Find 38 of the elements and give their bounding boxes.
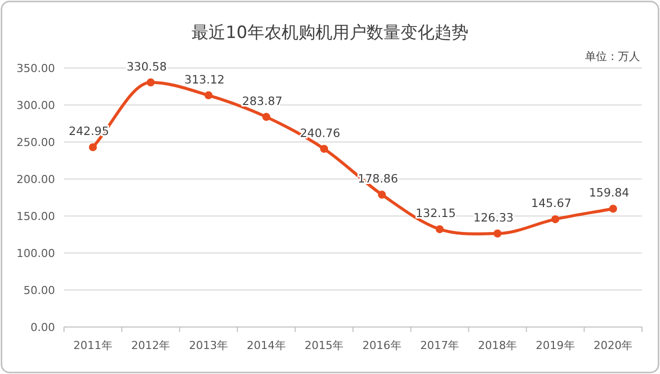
point xyxy=(204,91,212,100)
point xyxy=(320,144,328,153)
chart-title: 最近10年农机购机用户数量变化趋势 xyxy=(192,23,468,43)
data-label: 159.84 xyxy=(588,186,630,200)
x-tick-label: 2017年 xyxy=(420,339,460,352)
x-tick-label: 2020年 xyxy=(594,339,633,352)
x-tick-label: 2013年 xyxy=(189,339,228,352)
y-tick-label: 300.00 xyxy=(16,99,55,112)
point xyxy=(378,190,386,199)
point xyxy=(609,204,618,213)
data-label: 283.87 xyxy=(242,94,282,108)
x-tick-label: 2016年 xyxy=(362,339,402,352)
data-label: 132.15 xyxy=(416,206,456,220)
text: 单位：万人 xyxy=(585,50,640,63)
y-tick-label: 350.00 xyxy=(16,62,55,75)
data-label: 330.58 xyxy=(126,59,167,74)
y-tick-label: 100.00 xyxy=(16,247,55,260)
y-tick-label: 250.00 xyxy=(16,136,55,149)
data-label: 240.76 xyxy=(300,126,340,140)
y-tick-label: 150.00 xyxy=(16,210,55,223)
point xyxy=(551,215,560,224)
point xyxy=(262,112,270,121)
x-tick-label: 2014年 xyxy=(246,339,286,352)
x-tick-label: 2012年 xyxy=(131,339,170,352)
point xyxy=(436,225,444,234)
x-tick-label: 2019年 xyxy=(536,339,575,352)
y-tick-label: 50.00 xyxy=(24,284,55,297)
point xyxy=(494,230,502,238)
x-tick-label: 2018年 xyxy=(478,339,517,352)
data-label: 313.12 xyxy=(184,72,225,86)
y-tick-label: 200.00 xyxy=(16,173,55,186)
y-tick-label: 0.00 xyxy=(30,321,55,334)
x-tick-label: 2015年 xyxy=(304,339,344,352)
point xyxy=(88,143,97,152)
data-label: 145.67 xyxy=(531,196,572,210)
point xyxy=(146,78,155,86)
data-label: 126.33 xyxy=(473,210,514,225)
x-tick-label: 2011年 xyxy=(73,339,112,352)
